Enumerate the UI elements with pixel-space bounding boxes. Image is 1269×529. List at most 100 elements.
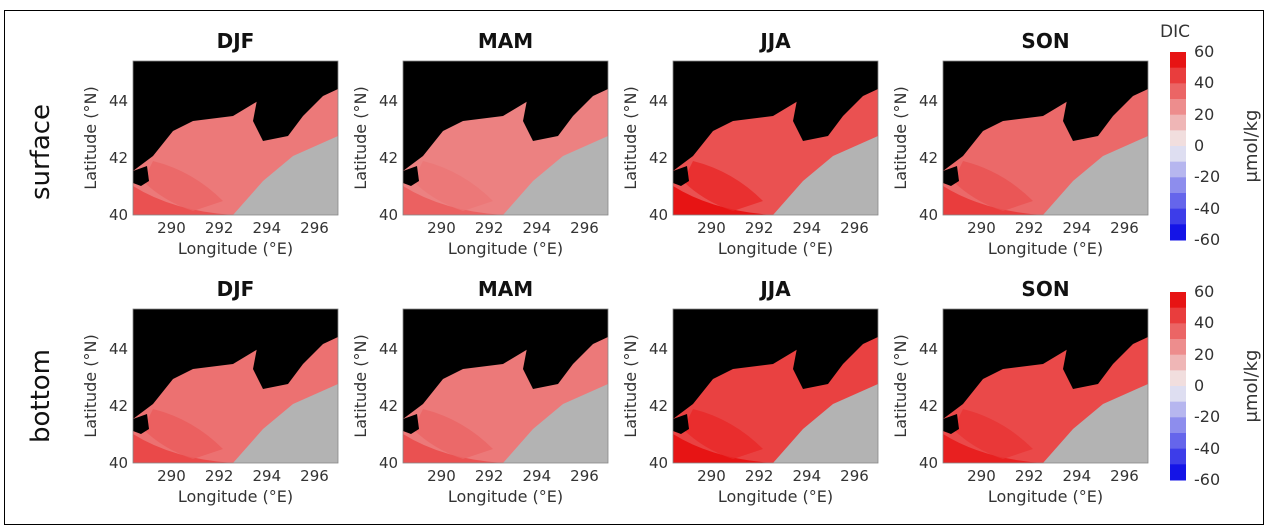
no-data-region [503, 384, 608, 463]
map-border [402, 60, 609, 216]
y-tick-label: 40 [649, 454, 669, 472]
colorbar-step [1170, 417, 1186, 434]
coastal-band [403, 434, 503, 463]
row-label-bottom: bottom [26, 348, 56, 444]
cape-cod-land [673, 166, 689, 186]
no-data-region [233, 136, 338, 215]
colorbar-title: DIC [1160, 22, 1190, 42]
x-tick-label: 296 [840, 219, 869, 237]
map-surface-jja [672, 60, 879, 216]
x-tick-label: 290 [697, 219, 726, 237]
y-tick-label: 42 [379, 148, 399, 167]
x-axis-label: Longitude (°E) [447, 487, 564, 506]
y-tick-label: 42 [379, 396, 399, 415]
coastal-band [943, 186, 1043, 215]
colorbar-tick-label: 40 [1194, 313, 1215, 333]
nova-scotia-land [253, 61, 338, 141]
colorbar-tick-label: 60 [1194, 282, 1215, 301]
x-tick-label: 296 [1110, 467, 1139, 485]
row-label-surface: surface [26, 103, 56, 201]
x-axis-label: Longitude (°E) [717, 239, 834, 258]
colorbar-tick-label: -60 [1194, 230, 1221, 249]
land-mask [133, 309, 338, 419]
colorbar-step [1170, 339, 1186, 356]
cape-cod-land [133, 166, 149, 186]
x-tick-label: 294 [252, 219, 282, 237]
no-data-region [503, 136, 608, 215]
map-border [942, 60, 1149, 216]
no-data-region [1043, 136, 1148, 215]
colorbar-step [1170, 161, 1186, 178]
nova-scotia-land [523, 61, 608, 141]
colorbar-tick-label: 0 [1194, 376, 1205, 395]
x-axis-label: Longitude (°E) [717, 487, 834, 506]
shelf-band [683, 161, 763, 211]
colorbar-tick-label: 20 [1194, 344, 1215, 364]
shelf-band [413, 409, 493, 459]
map-border [132, 308, 339, 464]
x-axis-label: Longitude (°E) [447, 239, 564, 258]
shelf-band [143, 161, 223, 211]
colorbar-step [1170, 307, 1186, 324]
y-tick-label: 42 [109, 396, 129, 415]
panel-title-bottom-djf: DJF [216, 277, 255, 301]
x-tick-label: 294 [1062, 467, 1092, 485]
coastal-band [133, 186, 233, 215]
y-tick-label: 40 [919, 206, 939, 224]
colorbar-tick-label: 20 [1194, 104, 1215, 124]
colorbar-step [1170, 146, 1186, 163]
x-tick-label: 296 [570, 467, 599, 485]
colorbar-bottom [1170, 292, 1186, 481]
x-axis-label: Longitude (°E) [987, 239, 1104, 258]
cape-cod-land [943, 166, 959, 186]
x-tick-label: 294 [792, 467, 822, 485]
land-mask [133, 61, 338, 171]
colorbar-tick-label: -20 [1194, 167, 1221, 187]
x-axis-label: Longitude (°E) [177, 239, 294, 258]
land-mask [403, 61, 608, 171]
colorbar-step [1170, 433, 1186, 450]
colorbar-tick-label: -40 [1194, 438, 1221, 458]
y-axis-label: Latitude (°N) [81, 86, 100, 190]
nova-scotia-land [793, 309, 878, 389]
x-tick-label: 290 [697, 467, 726, 485]
y-tick-label: 40 [109, 206, 129, 224]
colorbar-tick-label: -60 [1194, 470, 1221, 489]
land-mask [943, 309, 1148, 419]
cape-cod-land [133, 414, 149, 434]
y-tick-label: 44 [109, 339, 129, 358]
map-border [672, 308, 879, 464]
colorbar-units-label: μmol/kg [1241, 349, 1262, 423]
colorbar-step [1170, 52, 1186, 69]
x-tick-label: 294 [792, 219, 822, 237]
y-axis-label: Latitude (°N) [81, 334, 100, 438]
y-axis-label: Latitude (°N) [891, 334, 910, 438]
map-bottom-mam [402, 308, 609, 464]
x-tick-label: 296 [300, 219, 329, 237]
x-tick-label: 296 [300, 467, 329, 485]
no-data-region [233, 384, 338, 463]
shelf-band [953, 409, 1033, 459]
shelf-band [683, 409, 763, 459]
y-tick-label: 40 [379, 454, 399, 472]
map-surface-djf [132, 60, 339, 216]
figure-frame [4, 10, 1264, 525]
coastal-band [943, 434, 1043, 463]
land-mask [403, 309, 608, 419]
x-tick-label: 292 [1014, 219, 1044, 237]
x-tick-label: 290 [427, 219, 456, 237]
x-axis-label: Longitude (°E) [177, 487, 294, 506]
colorbar-step [1170, 224, 1186, 241]
y-tick-label: 44 [109, 91, 129, 110]
nova-scotia-land [1063, 309, 1148, 389]
colorbar-step [1170, 67, 1186, 84]
coastal-band [403, 186, 503, 215]
panel-title-surface-jja: JJA [760, 29, 791, 53]
cape-cod-land [403, 414, 419, 434]
panel-title-bottom-son: SON [1021, 277, 1070, 301]
x-tick-label: 294 [252, 467, 282, 485]
colorbar-step [1170, 130, 1186, 147]
y-axis-label: Latitude (°N) [351, 86, 370, 190]
shelf-band [953, 161, 1033, 211]
colorbar-step [1170, 292, 1186, 309]
